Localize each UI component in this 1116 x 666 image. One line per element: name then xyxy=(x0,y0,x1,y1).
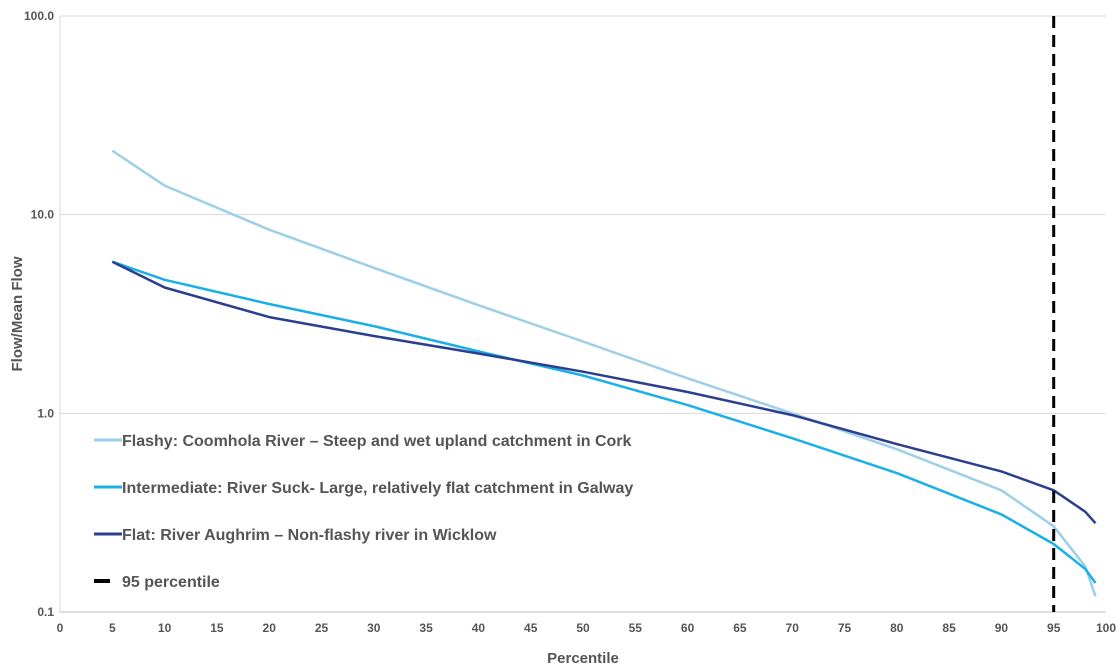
x-tick-label: 10 xyxy=(158,621,172,635)
legend-label: Intermediate: River Suck- Large, relativ… xyxy=(122,480,633,497)
x-tick-label: 100 xyxy=(1096,621,1116,635)
x-tick-label: 75 xyxy=(838,621,852,635)
x-tick-label: 55 xyxy=(629,621,643,635)
y-tick-label: 1.0 xyxy=(37,406,54,420)
y-tick-label: 100.0 xyxy=(24,9,54,23)
x-tick-label: 65 xyxy=(733,621,747,635)
x-tick-label: 35 xyxy=(419,621,433,635)
y-tick-label: 0.1 xyxy=(37,605,54,619)
legend-label: Flashy: Coomhola River – Steep and wet u… xyxy=(122,433,632,450)
legend: Flashy: Coomhola River – Steep and wet u… xyxy=(94,433,633,591)
x-tick-label: 30 xyxy=(367,621,381,635)
x-tick-label: 5 xyxy=(109,621,116,635)
x-tick-label: 85 xyxy=(942,621,956,635)
x-tick-label: 45 xyxy=(524,621,538,635)
x-tick-label: 95 xyxy=(1047,621,1061,635)
series-line xyxy=(111,149,1097,597)
x-tick-label: 40 xyxy=(472,621,486,635)
grid-lines xyxy=(60,15,1106,414)
x-tick-label: 50 xyxy=(576,621,590,635)
x-axis-title: Percentile xyxy=(547,650,619,666)
x-tick-label: 80 xyxy=(890,621,904,635)
legend-label: 95 percentile xyxy=(122,574,220,591)
x-tick-label: 15 xyxy=(210,621,224,635)
x-tick-label: 25 xyxy=(315,621,329,635)
legend-label: Flat: River Aughrim – Non-flashy river i… xyxy=(122,527,497,544)
y-tick-label: 10.0 xyxy=(31,208,55,222)
x-tick-label: 60 xyxy=(681,621,695,635)
x-tick-label: 20 xyxy=(263,621,277,635)
x-tick-label: 0 xyxy=(57,621,64,635)
y-axis-title: Flow/Mean Flow xyxy=(9,256,26,371)
x-tick-labels: 0 5 10 15 20 25 30 35 40 45 50 55 60 65 70 75 80 85 90 95 10… xyxy=(57,621,1116,635)
x-tick-label: 70 xyxy=(786,621,800,635)
series-line xyxy=(111,260,1097,525)
axes xyxy=(59,16,1106,613)
x-tick-label: 90 xyxy=(995,621,1009,635)
y-tick-labels: 0.1 1.0 10.0 100.0 xyxy=(24,9,54,619)
data-series xyxy=(111,149,1097,597)
series-line xyxy=(111,260,1097,584)
